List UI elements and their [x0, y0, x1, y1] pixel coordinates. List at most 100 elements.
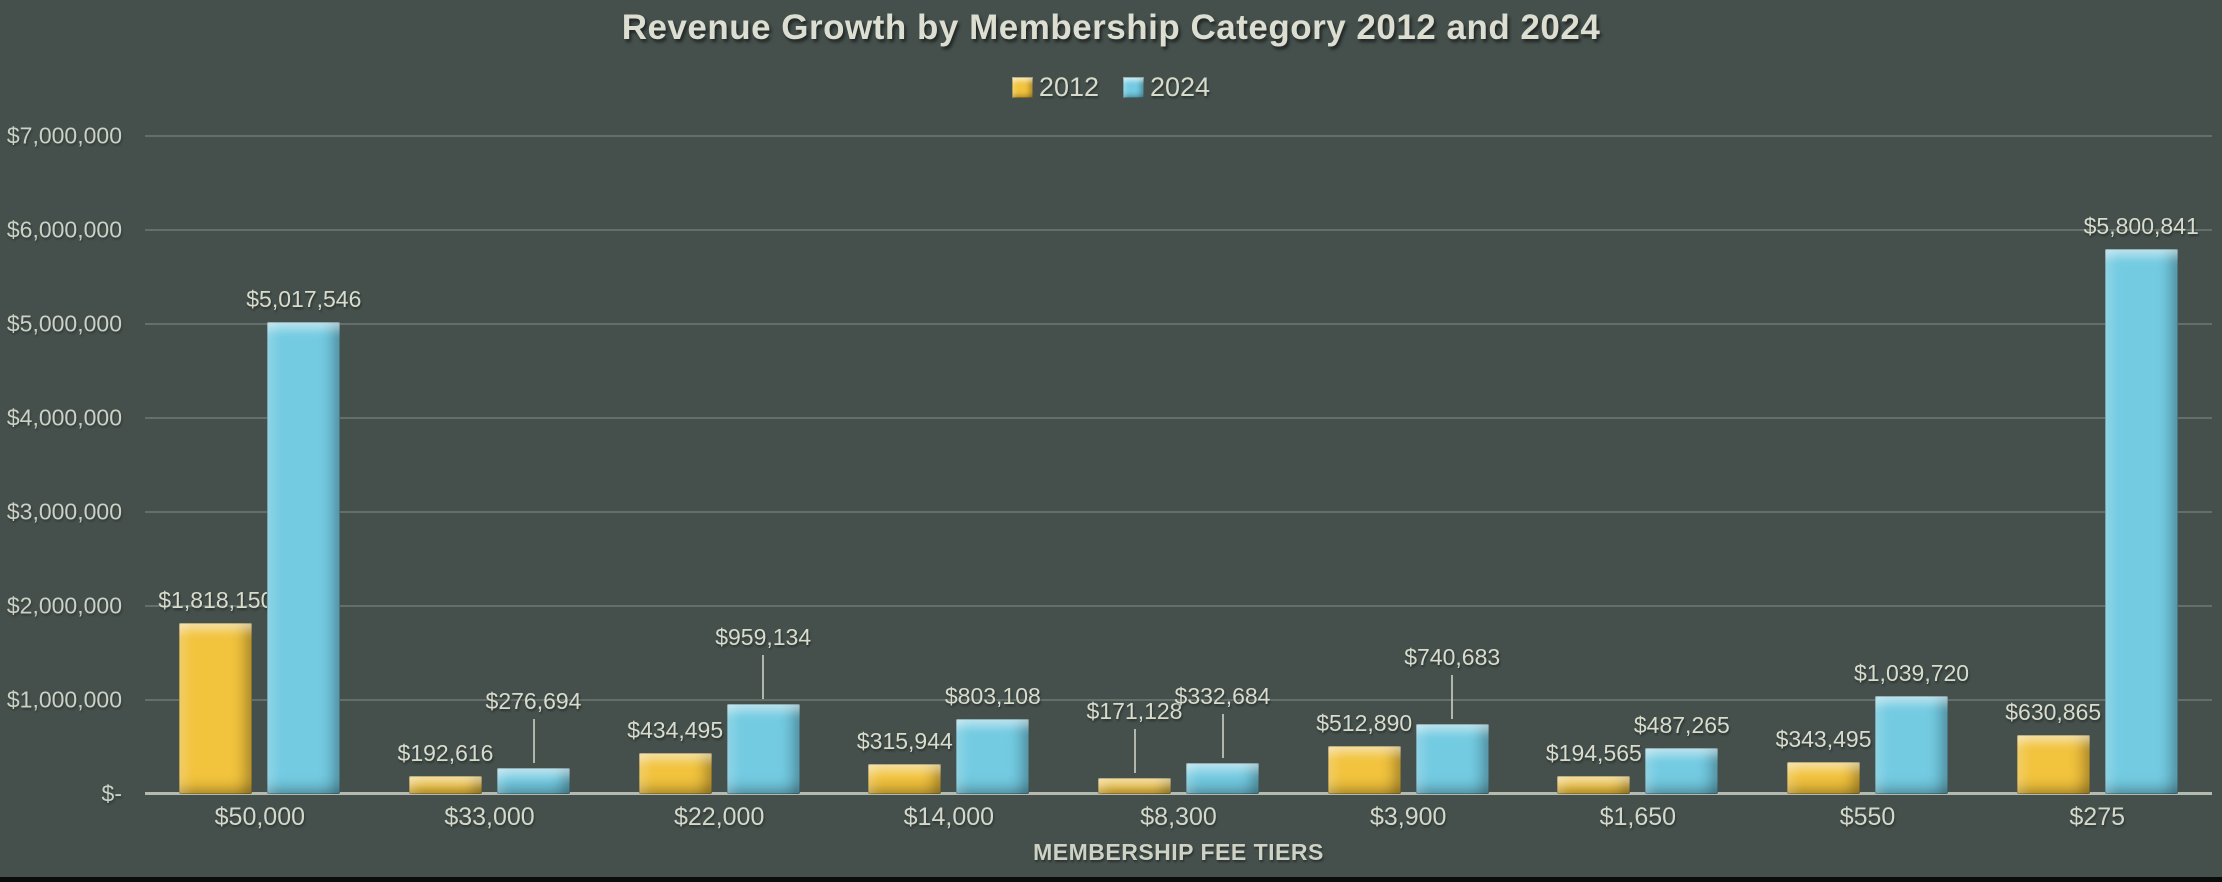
bar-value-label: $315,944: [856, 728, 953, 754]
y-axis-tick: $4,000,000: [6, 404, 122, 431]
bar-2012: [409, 776, 482, 794]
bar-value-label: $276,694: [485, 688, 582, 714]
bar-wrap: $1,818,150: [158, 587, 273, 794]
bar-2012: [1787, 762, 1861, 794]
bar-group: $343,495 $1,039,720: [1753, 136, 1983, 794]
bar-group: $434,495 $959,134: [604, 136, 834, 794]
bar-2012: [1098, 778, 1172, 794]
y-axis-tick: $1,000,000: [6, 686, 122, 713]
bar-2024: [956, 719, 1030, 794]
bar-value-label: $434,495: [627, 717, 724, 743]
bar-wrap: $512,890: [1316, 710, 1412, 794]
bar-group: $630,865 $5,800,841: [1982, 136, 2212, 794]
bar-2024: [1186, 763, 1260, 794]
bar-value-label: $332,684: [1174, 683, 1271, 709]
gridline: [145, 323, 2212, 325]
category-label: $1,650: [1599, 803, 1677, 831]
bar-value-label: $1,039,720: [1853, 660, 1970, 686]
bar-2012: [868, 764, 942, 794]
legend-item-2012: 2012: [1011, 72, 1099, 103]
bar-value-label: $194,565: [1545, 740, 1642, 766]
bar-group: $194,565 $487,265: [1523, 136, 1753, 794]
bar-wrap: $487,265: [1634, 712, 1730, 794]
bar-2024: [726, 704, 800, 794]
y-axis-tick: $5,000,000: [6, 310, 122, 337]
bar-group: $315,944 $803,108: [834, 136, 1064, 794]
bottom-edge-strip: [0, 877, 2222, 882]
chart-legend: 2012 2024: [0, 72, 2222, 103]
bar-group: $171,128 $332,684: [1064, 136, 1294, 794]
gridline: [145, 417, 2212, 419]
legend-label: 2024: [1150, 72, 1211, 102]
bar-value-label: $5,800,841: [2083, 213, 2199, 239]
bar-2024: [497, 768, 570, 794]
bar-2012: [638, 753, 712, 794]
bar-value-label: $5,017,546: [246, 286, 362, 312]
bar-wrap: $171,128: [1087, 698, 1182, 794]
bar-value-label: $740,683: [1404, 644, 1501, 670]
bar-2024: [1415, 724, 1489, 794]
bar-2012: [1557, 776, 1631, 794]
category-label: $50,000: [214, 803, 306, 831]
gridline: [145, 605, 2212, 607]
bar-wrap: $194,565: [1546, 740, 1642, 794]
bar-group: $192,616 $276,694: [375, 136, 605, 794]
y-axis-tick: $6,000,000: [6, 216, 122, 243]
bar-value-label: $512,890: [1316, 710, 1413, 736]
category-label: $22,000: [673, 803, 765, 831]
leader-line: [762, 655, 765, 699]
bar-2024: [1875, 696, 1949, 794]
bar-value-label: $343,495: [1775, 726, 1872, 752]
bar-value-label: $803,108: [944, 683, 1041, 709]
gridline: [145, 229, 2212, 231]
bar-wrap: $630,865: [2005, 699, 2101, 794]
bar-wrap: $803,108: [945, 683, 1041, 794]
leader-line: [532, 719, 535, 763]
bar-wrap: $5,800,841: [2084, 213, 2199, 794]
y-axis-tick: $-: [101, 780, 122, 807]
bar-value-label: $1,818,150: [158, 587, 274, 613]
chart-title: Revenue Growth by Membership Category 20…: [621, 8, 1601, 47]
bar-2024: [267, 322, 341, 794]
bar-groups: $1,818,150 $5,017,546 $192,616 $276,694 $434…: [145, 136, 2212, 794]
gridline: [145, 511, 2212, 513]
legend-item-2024: 2024: [1123, 72, 1210, 103]
bar-value-label: $192,616: [397, 740, 494, 766]
x-axis-baseline: [145, 792, 2212, 795]
bar-value-label: $959,134: [715, 624, 812, 650]
category-label: $550: [1839, 803, 1896, 831]
bar-2012: [2016, 735, 2090, 794]
bar-group: $512,890 $740,683: [1293, 136, 1523, 794]
bar-wrap: $276,694: [486, 688, 581, 794]
bar-value-label: $487,265: [1633, 712, 1730, 738]
bar-2024: [1645, 748, 1719, 794]
category-label: $275: [2069, 803, 2126, 831]
bar-wrap: $959,134: [715, 624, 811, 794]
leader-line: [1221, 714, 1224, 758]
category-label: $8,300: [1140, 803, 1217, 831]
bar-wrap: $192,616: [398, 740, 493, 794]
bar-wrap: $5,017,546: [246, 286, 361, 794]
y-axis-labels: $7,000,000 $6,000,000 $5,000,000 $4,000,000…: [0, 123, 128, 807]
bar-wrap: $332,684: [1175, 683, 1270, 794]
bar-value-label: $630,865: [2005, 699, 2102, 725]
bar-group: $1,818,150 $5,017,546: [145, 136, 375, 794]
category-label: $3,900: [1369, 803, 1447, 831]
bar-wrap: $740,683: [1404, 644, 1500, 794]
leader-line: [1451, 675, 1454, 719]
category-label: $33,000: [444, 803, 535, 831]
bar-2012: [1327, 746, 1401, 794]
legend-swatch-2012: [1011, 77, 1033, 98]
gridline: [145, 135, 2212, 137]
bar-2012: [179, 623, 253, 794]
bar-2024: [2104, 249, 2178, 794]
y-axis-tick: $3,000,000: [6, 498, 122, 525]
x-axis-category-labels: $50,000 $33,000 $22,000 $14,000 $8,300 $3,900…: [145, 803, 2212, 832]
bar-wrap: $434,495: [627, 717, 723, 794]
legend-swatch-2024: [1123, 77, 1144, 98]
x-axis-title: MEMBERSHIP FEE TIERS: [1033, 839, 1324, 865]
bar-wrap: $343,495: [1776, 726, 1872, 794]
leader-line: [1133, 729, 1136, 773]
bar-wrap: $1,039,720: [1854, 660, 1969, 794]
